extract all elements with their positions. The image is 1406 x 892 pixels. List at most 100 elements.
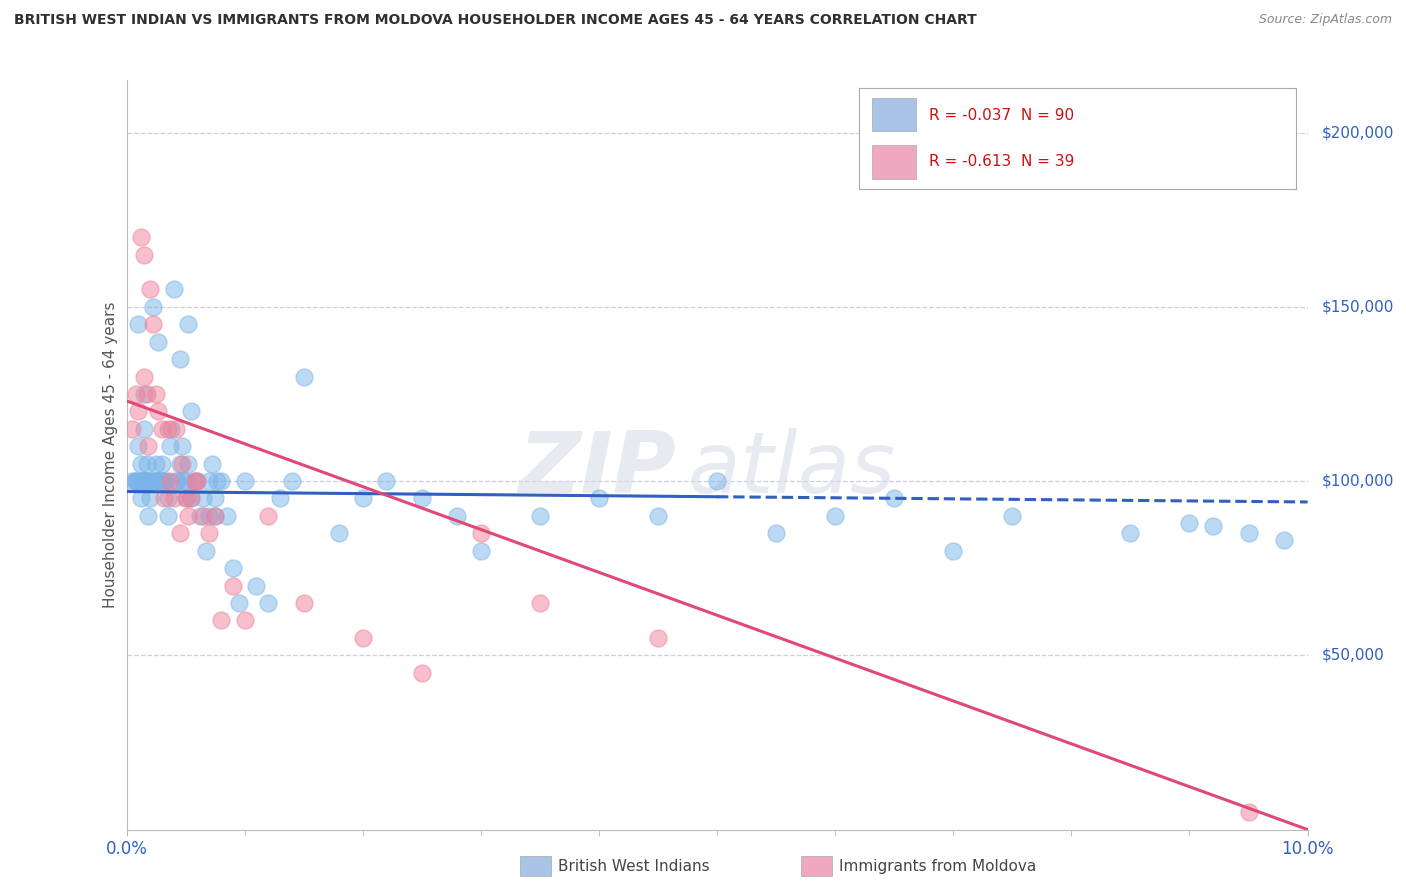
Point bbox=[529, 596, 551, 610]
Point bbox=[194, 543, 217, 558]
Point bbox=[186, 474, 208, 488]
Point bbox=[141, 300, 163, 314]
Point bbox=[647, 508, 669, 523]
Point bbox=[150, 457, 173, 471]
Point bbox=[470, 543, 492, 558]
Point bbox=[169, 352, 191, 367]
Text: $150,000: $150,000 bbox=[1322, 300, 1393, 314]
Point bbox=[1237, 805, 1260, 819]
Point bbox=[155, 474, 177, 488]
Point bbox=[186, 474, 208, 488]
Point bbox=[193, 508, 215, 523]
Point bbox=[200, 457, 222, 471]
Point bbox=[170, 439, 193, 453]
Point bbox=[204, 491, 226, 506]
Text: $200,000: $200,000 bbox=[1322, 125, 1393, 140]
Point bbox=[134, 474, 156, 488]
Point bbox=[180, 404, 202, 418]
Point bbox=[134, 247, 156, 261]
Point bbox=[222, 561, 245, 575]
Point bbox=[134, 387, 156, 401]
Point bbox=[129, 491, 152, 506]
Point bbox=[145, 474, 167, 488]
Point bbox=[824, 508, 846, 523]
Point bbox=[125, 387, 148, 401]
Point bbox=[292, 369, 315, 384]
Point bbox=[204, 508, 226, 523]
Point bbox=[257, 596, 280, 610]
Point bbox=[180, 491, 202, 506]
Point bbox=[170, 457, 193, 471]
Point bbox=[148, 334, 170, 349]
Point bbox=[159, 474, 181, 488]
Point bbox=[169, 457, 191, 471]
Point bbox=[228, 596, 250, 610]
Point bbox=[215, 508, 238, 523]
Point bbox=[142, 474, 165, 488]
Point bbox=[135, 474, 157, 488]
Point bbox=[156, 422, 179, 436]
Point bbox=[148, 474, 170, 488]
Point bbox=[1237, 526, 1260, 541]
Point bbox=[177, 457, 200, 471]
Point bbox=[131, 474, 153, 488]
Text: atlas: atlas bbox=[688, 428, 896, 511]
Point bbox=[153, 474, 176, 488]
Point bbox=[134, 369, 156, 384]
Point bbox=[138, 474, 160, 488]
Point bbox=[1272, 533, 1295, 548]
Point bbox=[375, 474, 398, 488]
Point bbox=[174, 491, 197, 506]
Text: $50,000: $50,000 bbox=[1322, 648, 1385, 663]
Point bbox=[127, 474, 149, 488]
Point bbox=[149, 474, 172, 488]
Point bbox=[156, 491, 179, 506]
Point bbox=[169, 526, 191, 541]
Point bbox=[124, 474, 146, 488]
Point bbox=[328, 526, 350, 541]
Point bbox=[165, 422, 187, 436]
Point bbox=[183, 474, 205, 488]
Point bbox=[411, 491, 433, 506]
Point bbox=[281, 474, 304, 488]
Point bbox=[588, 491, 610, 506]
Point bbox=[163, 282, 186, 296]
Point bbox=[1202, 519, 1225, 533]
Point bbox=[127, 317, 149, 331]
Point bbox=[174, 474, 197, 488]
Point bbox=[529, 508, 551, 523]
Point bbox=[150, 422, 173, 436]
Point bbox=[245, 579, 267, 593]
Point bbox=[121, 422, 143, 436]
Point bbox=[132, 474, 155, 488]
Point bbox=[121, 474, 143, 488]
Point bbox=[1119, 526, 1142, 541]
Point bbox=[233, 474, 256, 488]
Point bbox=[706, 474, 728, 488]
Point bbox=[129, 230, 152, 244]
Point bbox=[139, 491, 162, 506]
Point bbox=[177, 317, 200, 331]
Point bbox=[150, 474, 173, 488]
Point bbox=[139, 282, 162, 296]
Point bbox=[647, 631, 669, 645]
Point bbox=[174, 491, 197, 506]
Point bbox=[411, 665, 433, 680]
Point bbox=[209, 474, 232, 488]
Point bbox=[204, 508, 226, 523]
Point bbox=[127, 404, 149, 418]
Point bbox=[942, 543, 965, 558]
Point bbox=[177, 508, 200, 523]
Point bbox=[127, 439, 149, 453]
Point bbox=[156, 508, 179, 523]
Point bbox=[269, 491, 291, 506]
Point bbox=[188, 508, 211, 523]
Point bbox=[1178, 516, 1201, 530]
Point bbox=[135, 387, 157, 401]
Point bbox=[257, 508, 280, 523]
Point bbox=[136, 508, 159, 523]
Point bbox=[163, 491, 186, 506]
Point bbox=[145, 457, 167, 471]
Text: ZIP: ZIP bbox=[517, 428, 676, 511]
Point bbox=[470, 526, 492, 541]
